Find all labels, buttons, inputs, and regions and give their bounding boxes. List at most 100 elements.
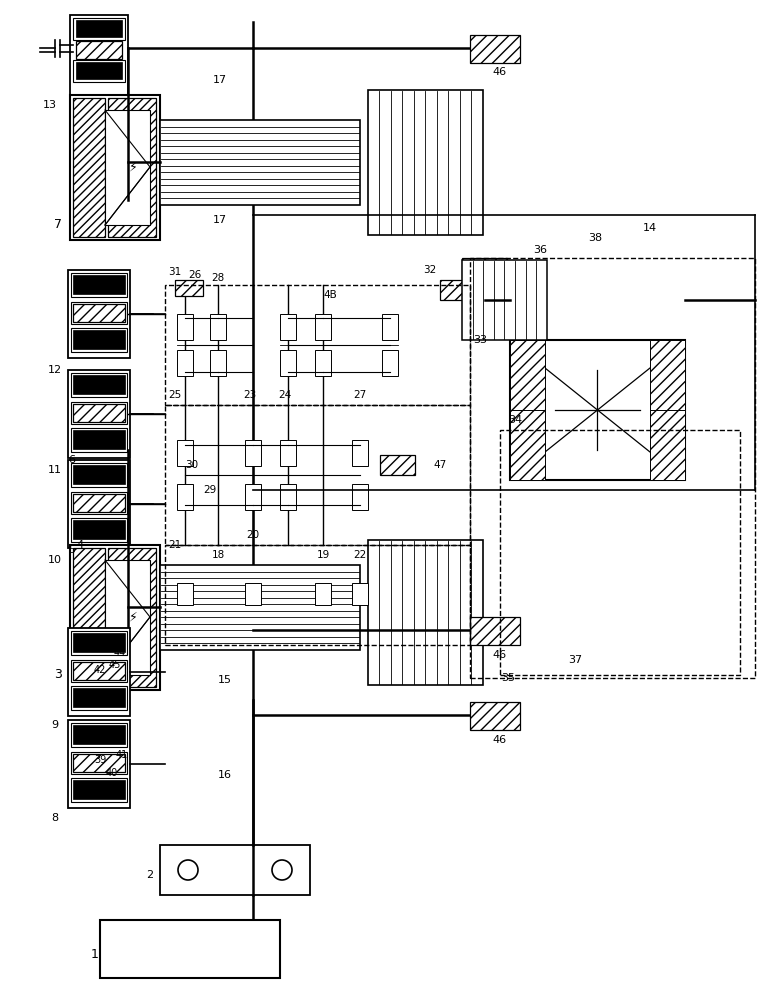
Bar	[73, 754, 125, 772]
Bar	[315, 583, 331, 605]
Text: 46: 46	[493, 735, 507, 745]
Bar	[108, 548, 156, 687]
Bar	[177, 314, 193, 340]
Bar	[76, 41, 122, 59]
Bar	[160, 565, 360, 650]
Bar	[73, 275, 125, 294]
Bar	[71, 273, 127, 297]
Bar	[165, 405, 470, 545]
Bar	[73, 404, 125, 422]
Text: 44: 44	[114, 648, 126, 658]
Bar	[73, 780, 125, 799]
Bar	[68, 370, 130, 458]
Bar	[70, 95, 160, 240]
Bar	[73, 304, 125, 322]
Bar	[105, 110, 150, 225]
Bar	[71, 373, 127, 397]
Text: 4B: 4B	[323, 290, 337, 300]
Bar	[73, 688, 125, 707]
Bar	[245, 440, 261, 466]
Bar	[280, 350, 296, 376]
Bar	[73, 633, 125, 652]
Bar	[382, 314, 398, 340]
Bar	[352, 583, 368, 605]
Bar	[71, 660, 127, 682]
Bar	[68, 720, 130, 808]
Text: 22: 22	[354, 550, 367, 560]
Bar	[68, 460, 130, 548]
Text: 21: 21	[169, 540, 182, 550]
Bar	[73, 725, 125, 744]
Bar	[462, 260, 547, 340]
Text: 30: 30	[186, 460, 198, 470]
Text: 33: 33	[473, 335, 487, 345]
Bar	[70, 545, 160, 690]
Bar	[71, 463, 127, 487]
Text: 6: 6	[68, 455, 75, 465]
Text: 12: 12	[48, 365, 62, 375]
Bar	[510, 410, 545, 480]
Text: 45: 45	[109, 660, 122, 670]
Bar	[73, 662, 125, 680]
Bar	[280, 484, 296, 510]
Text: 41: 41	[116, 750, 128, 760]
Bar	[73, 375, 125, 394]
Bar	[352, 440, 368, 466]
Text: 32: 32	[423, 265, 437, 275]
Text: 42: 42	[94, 665, 106, 675]
Bar	[73, 330, 125, 349]
Bar	[68, 270, 130, 358]
Text: 8: 8	[52, 813, 59, 823]
Text: 35: 35	[501, 673, 515, 683]
Text: 17: 17	[213, 75, 227, 85]
Text: 34: 34	[508, 415, 522, 425]
Text: 18: 18	[212, 550, 225, 560]
Text: 37: 37	[568, 655, 582, 665]
Bar	[73, 494, 125, 512]
Text: 4: 4	[76, 540, 84, 550]
Text: 47: 47	[434, 460, 447, 470]
Text: 46: 46	[493, 67, 507, 77]
Bar	[73, 18, 125, 40]
Bar	[177, 440, 193, 466]
Text: 15: 15	[218, 675, 232, 685]
Circle shape	[178, 860, 198, 880]
Bar	[71, 518, 127, 542]
Bar	[368, 90, 483, 235]
Text: ⚡: ⚡	[129, 160, 137, 174]
Bar	[71, 686, 127, 710]
Text: 40: 40	[106, 768, 118, 778]
Bar	[73, 465, 125, 484]
Bar	[73, 430, 125, 449]
Bar	[105, 560, 150, 675]
Text: 27: 27	[354, 390, 367, 400]
Bar	[160, 120, 360, 205]
Bar	[380, 455, 415, 475]
Bar	[650, 340, 685, 410]
Bar	[280, 440, 296, 466]
Bar	[165, 545, 470, 645]
Bar	[462, 258, 507, 278]
Bar	[500, 430, 740, 675]
Text: 29: 29	[203, 485, 216, 495]
Text: 38: 38	[588, 233, 602, 243]
Bar	[73, 548, 105, 687]
Text: 1: 1	[91, 948, 99, 962]
Bar	[71, 302, 127, 324]
Text: 24: 24	[278, 390, 292, 400]
Text: 39: 39	[94, 755, 106, 765]
Text: 31: 31	[169, 267, 182, 277]
Text: 5: 5	[68, 545, 75, 555]
Text: 2: 2	[147, 870, 154, 880]
Bar	[210, 350, 226, 376]
Bar	[382, 350, 398, 376]
Text: 25: 25	[169, 390, 182, 400]
Bar	[352, 484, 368, 510]
Bar	[71, 778, 127, 802]
Circle shape	[272, 860, 292, 880]
Bar	[71, 428, 127, 452]
Text: 10: 10	[48, 555, 62, 565]
Text: 28: 28	[212, 273, 225, 283]
Bar	[68, 628, 130, 716]
Text: ⚡: ⚡	[129, 610, 137, 624]
